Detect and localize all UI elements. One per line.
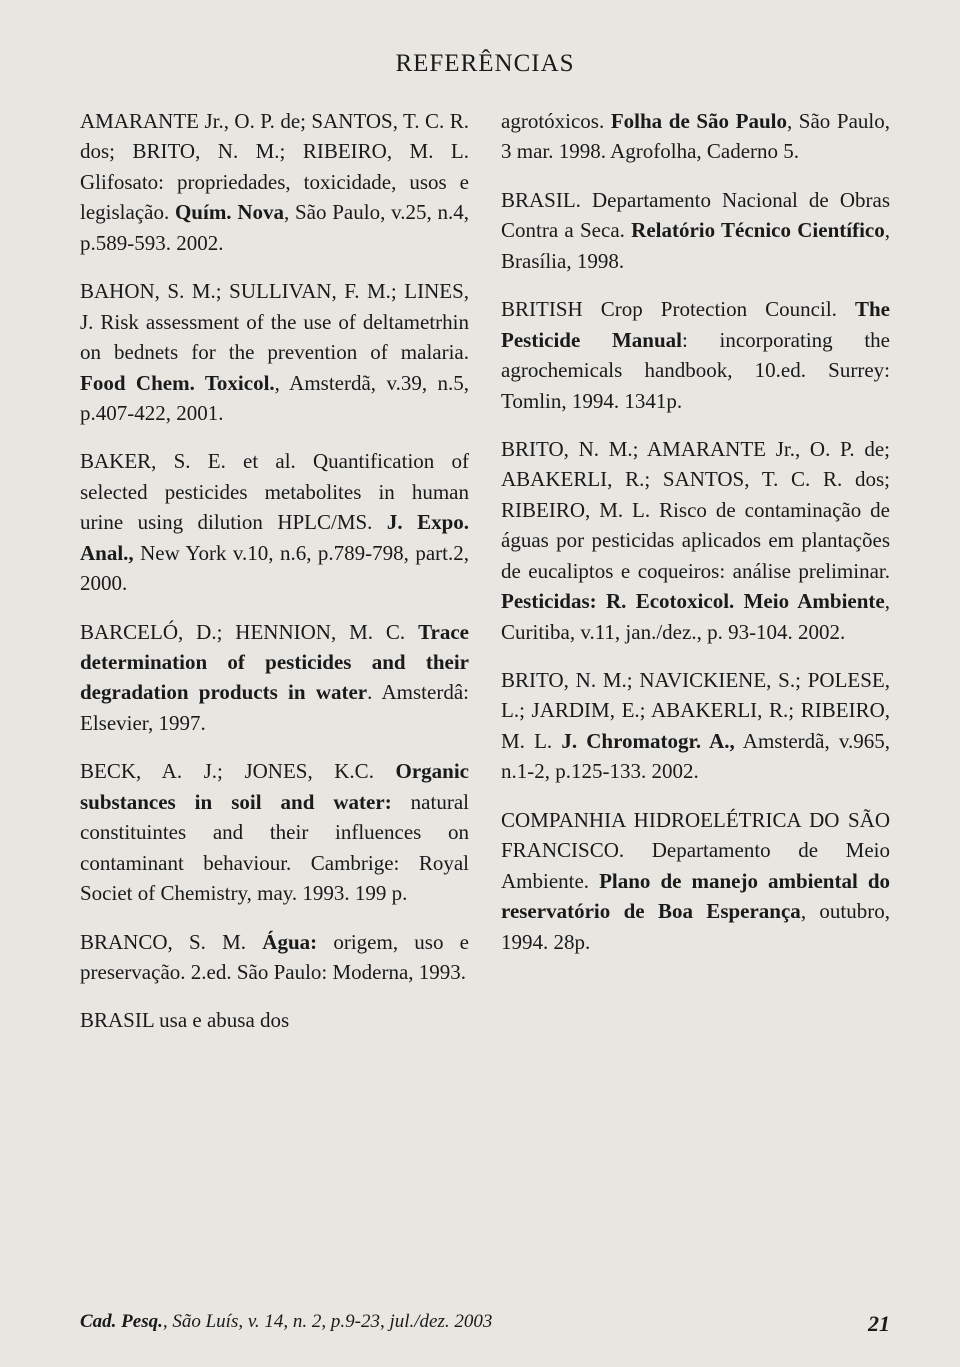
reference-title: Pesticidas: R. Ecotoxicol. Meio Ambiente — [501, 589, 885, 613]
reference-entry: BRITO, N. M.; AMARANTE Jr., O. P. de; AB… — [501, 434, 890, 647]
page-number: 21 — [868, 1311, 890, 1337]
reference-entry: COMPANHIA HIDROELÉTRICA DO SÃO FRANCISCO… — [501, 805, 890, 957]
reference-title: Food Chem. Toxicol. — [80, 371, 275, 395]
reference-text: BRITO, N. M.; AMARANTE Jr., O. P. de; AB… — [501, 437, 890, 583]
journal-name: Cad. Pesq. — [80, 1311, 163, 1332]
reference-text: BRASIL usa e abusa dos — [80, 1008, 289, 1032]
journal-details: , São Luís, v. 14, n. 2, p.9-23, jul./de… — [163, 1311, 493, 1332]
reference-title: J. Chromatogr. A., — [561, 729, 735, 753]
right-column: agrotóxicos. Folha de São Paulo, São Pau… — [501, 106, 890, 1054]
left-column: AMARANTE Jr., O. P. de; SANTOS, T. C. R.… — [80, 106, 469, 1054]
reference-entry: BECK, A. J.; JONES, K.C. Organic substan… — [80, 756, 469, 908]
references-columns: AMARANTE Jr., O. P. de; SANTOS, T. C. R.… — [80, 106, 890, 1054]
reference-entry: BARCELÓ, D.; HENNION, M. C. Trace determ… — [80, 617, 469, 739]
reference-entry: BAKER, S. E. et al. Quantification of se… — [80, 446, 469, 598]
reference-entry: BRITISH Crop Protection Council. The Pes… — [501, 294, 890, 416]
reference-title: Água: — [262, 930, 317, 954]
reference-entry: BRANCO, S. M. Água: origem, uso e preser… — [80, 927, 469, 988]
reference-title: Quím. Nova — [175, 200, 284, 224]
reference-text: New York v.10, n.6, p.789-798, part.2, 2… — [80, 541, 469, 595]
reference-title: Folha de São Paulo — [611, 109, 787, 133]
page-footer: Cad. Pesq., São Luís, v. 14, n. 2, p.9-2… — [80, 1311, 890, 1337]
reference-entry: BAHON, S. M.; SULLIVAN, F. M.; LINES, J.… — [80, 276, 469, 428]
page-title: REFERÊNCIAS — [80, 50, 890, 78]
reference-title: Relatório Técnico Científico — [631, 218, 885, 242]
reference-text: agrotóxicos. — [501, 109, 611, 133]
reference-text: BARCELÓ, D.; HENNION, M. C. — [80, 620, 418, 644]
reference-entry: agrotóxicos. Folha de São Paulo, São Pau… — [501, 106, 890, 167]
journal-citation: Cad. Pesq., São Luís, v. 14, n. 2, p.9-2… — [80, 1311, 492, 1337]
reference-text: BAHON, S. M.; SULLIVAN, F. M.; LINES, J.… — [80, 279, 469, 364]
reference-text: BRANCO, S. M. — [80, 930, 262, 954]
reference-text: BECK, A. J.; JONES, K.C. — [80, 759, 396, 783]
reference-entry: BRASIL. Departamento Nacional de Obras C… — [501, 185, 890, 276]
reference-text: BRITISH Crop Protection Council. — [501, 297, 855, 321]
reference-entry: AMARANTE Jr., O. P. de; SANTOS, T. C. R.… — [80, 106, 469, 258]
reference-entry: BRITO, N. M.; NAVICKIENE, S.; POLESE, L.… — [501, 665, 890, 787]
reference-entry: BRASIL usa e abusa dos — [80, 1005, 469, 1035]
